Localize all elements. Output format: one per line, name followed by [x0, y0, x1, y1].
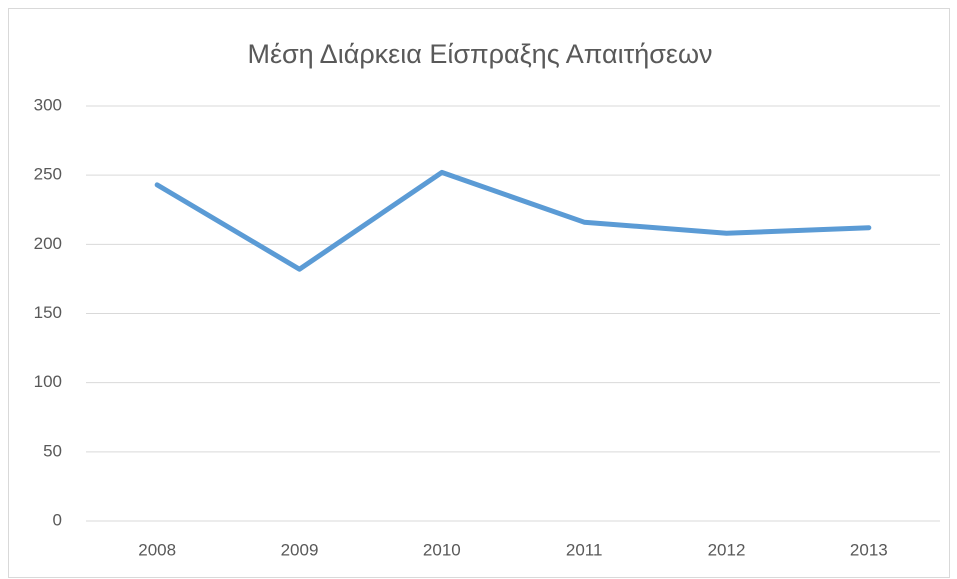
y-tick-label: 100	[34, 372, 62, 391]
y-tick-label: 0	[53, 510, 62, 529]
x-tick-label: 2012	[708, 540, 746, 559]
y-tick-label: 150	[34, 303, 62, 322]
y-tick-label: 250	[34, 165, 62, 184]
x-tick-label: 2009	[281, 540, 319, 559]
x-tick-label: 2013	[850, 540, 888, 559]
chart-frame	[8, 8, 950, 578]
y-tick-label: 50	[43, 441, 62, 460]
chart-title: Μέση Διάρκεια Είσπραξης Απαιτήσεων	[247, 39, 712, 69]
y-tick-label: 200	[34, 234, 62, 253]
x-tick-label: 2008	[138, 540, 176, 559]
y-tick-label: 300	[34, 95, 62, 114]
x-tick-label: 2010	[423, 540, 461, 559]
line-series	[154, 169, 872, 272]
x-tick-label: 2011	[566, 540, 603, 559]
